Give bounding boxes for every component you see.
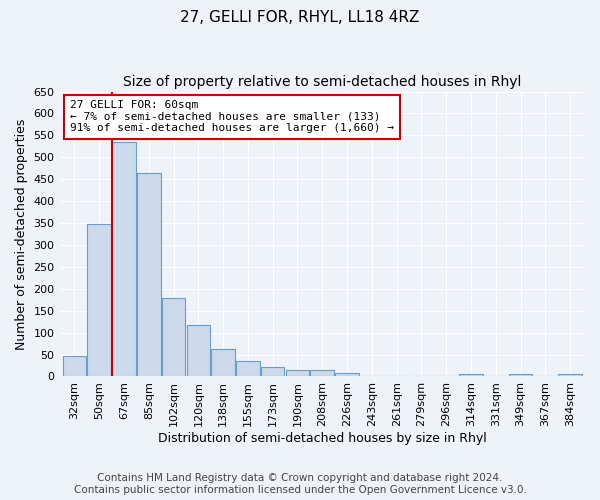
Bar xyxy=(459,374,483,376)
Bar xyxy=(286,370,309,376)
Bar xyxy=(137,172,161,376)
Bar xyxy=(335,373,359,376)
Bar xyxy=(62,356,86,376)
Y-axis label: Number of semi-detached properties: Number of semi-detached properties xyxy=(15,118,28,350)
Title: Size of property relative to semi-detached houses in Rhyl: Size of property relative to semi-detach… xyxy=(123,75,521,89)
Text: 27 GELLI FOR: 60sqm
← 7% of semi-detached houses are smaller (133)
91% of semi-d: 27 GELLI FOR: 60sqm ← 7% of semi-detache… xyxy=(70,100,394,134)
Text: 27, GELLI FOR, RHYL, LL18 4RZ: 27, GELLI FOR, RHYL, LL18 4RZ xyxy=(181,10,419,25)
Bar xyxy=(559,374,582,376)
Bar xyxy=(310,370,334,376)
X-axis label: Distribution of semi-detached houses by size in Rhyl: Distribution of semi-detached houses by … xyxy=(158,432,487,445)
Text: Contains HM Land Registry data © Crown copyright and database right 2024.
Contai: Contains HM Land Registry data © Crown c… xyxy=(74,474,526,495)
Bar xyxy=(236,361,260,376)
Bar xyxy=(261,367,284,376)
Bar xyxy=(211,350,235,376)
Bar xyxy=(162,298,185,376)
Bar xyxy=(509,374,532,376)
Bar xyxy=(187,324,210,376)
Bar xyxy=(112,142,136,376)
Bar xyxy=(88,224,111,376)
